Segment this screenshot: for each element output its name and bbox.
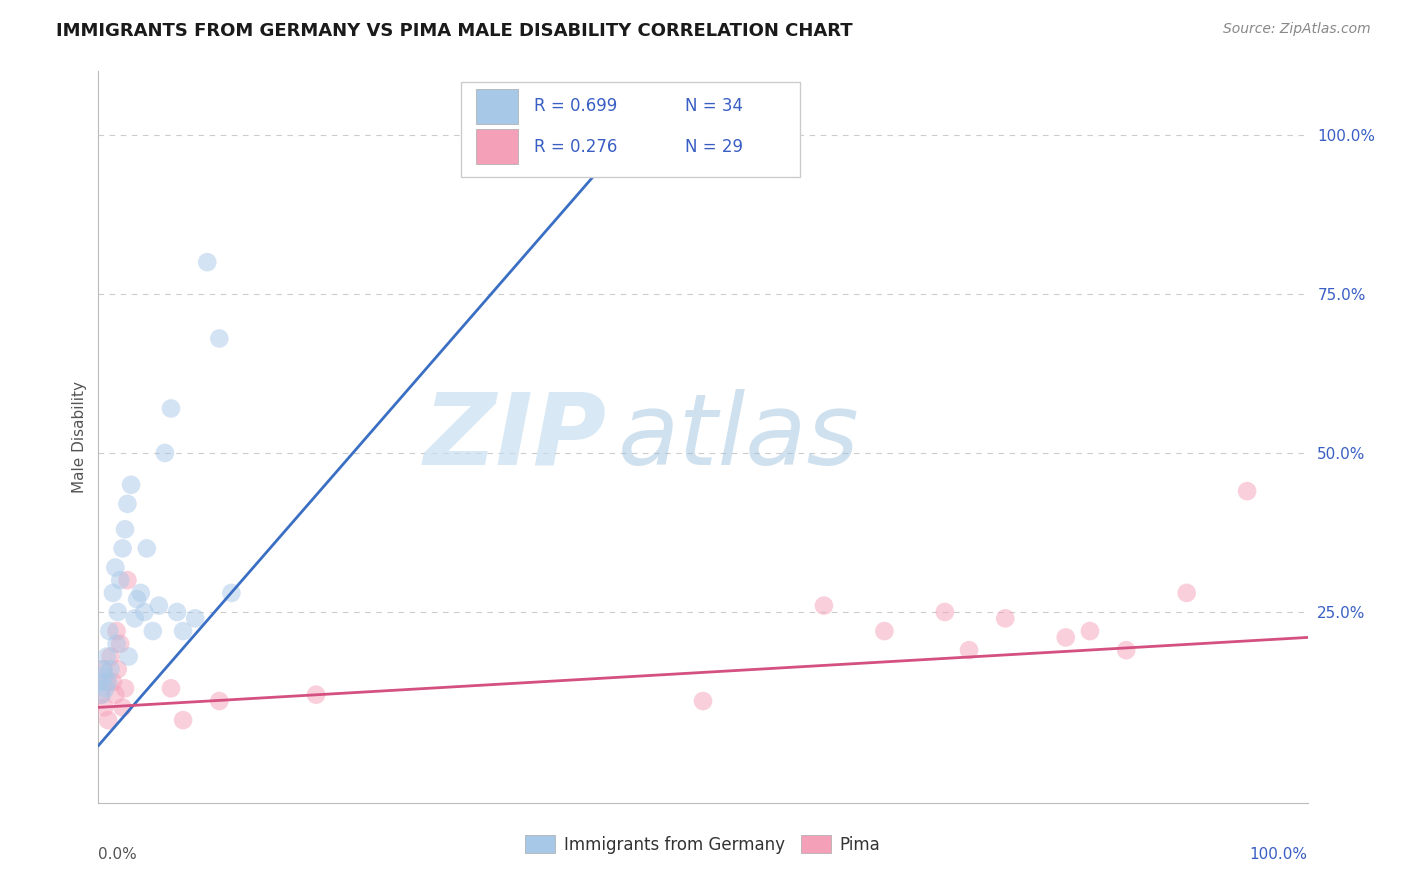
Point xyxy=(1054,631,1077,645)
Point xyxy=(153,446,176,460)
Y-axis label: Male Disability: Male Disability xyxy=(72,381,87,493)
Point xyxy=(160,681,183,696)
Point xyxy=(160,401,183,416)
Point xyxy=(101,586,124,600)
Point xyxy=(94,681,117,696)
Bar xyxy=(475,89,517,124)
Point xyxy=(93,668,115,682)
Point xyxy=(172,624,194,638)
Point xyxy=(101,675,124,690)
Point xyxy=(129,586,152,600)
Point xyxy=(91,662,114,676)
Point xyxy=(108,637,131,651)
Point xyxy=(221,586,243,600)
FancyBboxPatch shape xyxy=(461,82,800,178)
Text: IMMIGRANTS FROM GERMANY VS PIMA MALE DISABILITY CORRELATION CHART: IMMIGRANTS FROM GERMANY VS PIMA MALE DIS… xyxy=(56,22,853,40)
Point xyxy=(124,611,146,625)
Text: atlas: atlas xyxy=(619,389,860,485)
Point xyxy=(108,573,131,587)
Point xyxy=(117,573,139,587)
Text: N = 29: N = 29 xyxy=(685,137,742,156)
Text: 0.0%: 0.0% xyxy=(98,847,138,862)
Legend: Immigrants from Germany, Pima: Immigrants from Germany, Pima xyxy=(519,829,887,860)
Point xyxy=(166,605,188,619)
Text: N = 34: N = 34 xyxy=(685,97,742,115)
Point xyxy=(134,605,156,619)
Point xyxy=(111,700,134,714)
Point xyxy=(114,522,136,536)
Point xyxy=(208,694,231,708)
Point xyxy=(97,713,120,727)
Point xyxy=(91,688,114,702)
Point xyxy=(90,675,112,690)
Point xyxy=(96,675,118,690)
Point xyxy=(142,624,165,638)
Point xyxy=(107,605,129,619)
Point xyxy=(97,675,120,690)
Point xyxy=(98,624,121,638)
Point xyxy=(813,599,835,613)
Point xyxy=(104,560,127,574)
Point xyxy=(148,599,170,613)
Point xyxy=(96,649,118,664)
Point xyxy=(120,477,142,491)
Point xyxy=(93,700,115,714)
Point xyxy=(100,662,122,676)
Point xyxy=(118,649,141,664)
Bar xyxy=(475,129,517,164)
Point xyxy=(114,681,136,696)
Point xyxy=(90,688,112,702)
Text: R = 0.699: R = 0.699 xyxy=(534,97,617,115)
Point xyxy=(1175,586,1198,600)
Point xyxy=(957,643,980,657)
Point xyxy=(208,331,231,345)
Point xyxy=(105,637,128,651)
Point xyxy=(100,649,122,664)
Point xyxy=(305,688,328,702)
Text: Source: ZipAtlas.com: Source: ZipAtlas.com xyxy=(1223,22,1371,37)
Point xyxy=(994,611,1017,625)
Text: 100.0%: 100.0% xyxy=(1250,847,1308,862)
Point xyxy=(934,605,956,619)
Point xyxy=(117,497,139,511)
Point xyxy=(1236,484,1258,499)
Point xyxy=(111,541,134,556)
Point xyxy=(172,713,194,727)
Point xyxy=(873,624,896,638)
Text: R = 0.276: R = 0.276 xyxy=(534,137,617,156)
Point xyxy=(1115,643,1137,657)
Point xyxy=(692,694,714,708)
Point xyxy=(107,662,129,676)
Point xyxy=(184,611,207,625)
Point xyxy=(127,592,149,607)
Point xyxy=(135,541,157,556)
Point xyxy=(105,624,128,638)
Text: ZIP: ZIP xyxy=(423,389,606,485)
Point xyxy=(91,662,114,676)
Point xyxy=(104,688,127,702)
Point xyxy=(1078,624,1101,638)
Point xyxy=(195,255,218,269)
